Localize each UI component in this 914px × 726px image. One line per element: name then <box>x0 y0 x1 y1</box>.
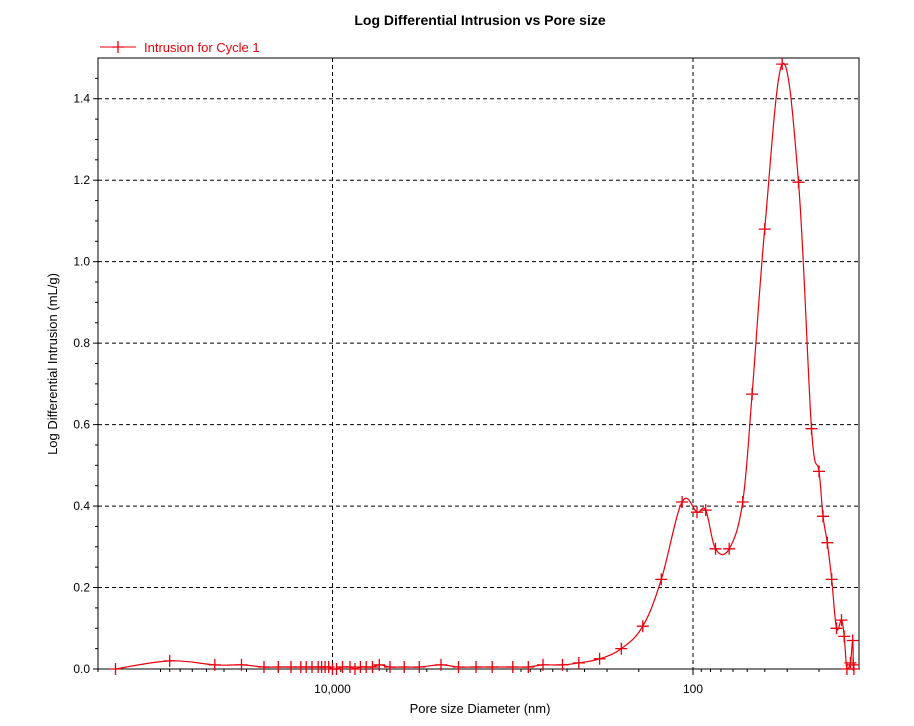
data-point-marker <box>486 661 499 673</box>
data-point-marker <box>838 630 851 643</box>
data-point-marker <box>398 661 411 673</box>
plot-frame <box>97 57 860 670</box>
data-point-marker <box>470 661 482 673</box>
data-point-marker <box>373 658 386 671</box>
data-point-marker <box>615 642 628 655</box>
data-point-marker <box>846 634 859 647</box>
data-point-marker <box>676 496 689 508</box>
series-line <box>115 62 855 670</box>
data-point-marker <box>572 656 585 669</box>
y-tick-label: 1.0 <box>73 255 90 269</box>
data-point-marker <box>330 663 343 675</box>
data-point-marker <box>272 661 285 673</box>
y-tick-label: 0.6 <box>73 418 90 432</box>
data-point-marker <box>655 573 668 586</box>
data-point-marker <box>109 663 122 675</box>
data-point-marker <box>163 654 176 667</box>
data-point-marker <box>235 658 248 671</box>
data-point-marker <box>699 504 712 517</box>
data-point-marker <box>825 573 838 586</box>
data-point-marker <box>384 661 396 673</box>
y-tick-label: 0.2 <box>73 581 90 595</box>
y-tick-label: 1.4 <box>73 92 90 106</box>
data-point-marker <box>830 622 843 635</box>
data-point-marker <box>821 536 834 549</box>
data-point-marker <box>556 658 569 671</box>
x-tick-label: 100 <box>683 682 703 696</box>
series-intrusion-cycle-1 <box>109 58 860 675</box>
y-axis-label: Log Differential Intrusion (mL/g) <box>45 273 60 455</box>
data-point-marker <box>413 661 426 673</box>
legend: Intrusion for Cycle 1 <box>100 40 260 55</box>
data-point-marker <box>452 661 465 673</box>
data-point-marker <box>792 176 805 189</box>
y-tick-label: 0.4 <box>73 499 90 513</box>
data-point-marker <box>593 652 606 665</box>
y-tick-label: 0.8 <box>73 336 90 350</box>
legend-plus-marker <box>112 41 124 53</box>
data-point-marker <box>344 661 356 673</box>
data-point-marker <box>691 506 703 519</box>
data-point-marker <box>844 656 857 669</box>
data-point-marker <box>349 663 361 675</box>
data-point-marker <box>776 58 789 71</box>
data-point-marker <box>258 661 270 673</box>
axis-ticks: 0.0 0.2 0.4 0.6 0.8 1.0 1.2 1.4 10,000 100 <box>73 77 820 696</box>
x-tick-label: 10,000 <box>314 682 351 696</box>
y-tick-label: 0.0 <box>73 662 90 676</box>
data-point-marker <box>746 388 759 401</box>
data-point-marker <box>709 542 722 555</box>
data-point-marker <box>758 223 771 236</box>
data-point-marker <box>522 661 535 673</box>
data-point-marker <box>506 661 519 673</box>
data-point-marker <box>435 658 447 671</box>
y-tick-label: 1.2 <box>73 173 90 187</box>
chart-title: Log Differential Intrusion vs Pore size <box>354 12 605 28</box>
data-point-marker <box>817 510 829 523</box>
data-point-marker <box>208 658 221 671</box>
data-point-marker <box>805 422 818 435</box>
data-point-marker <box>835 614 848 627</box>
grid <box>98 58 859 669</box>
data-point-marker <box>723 542 736 555</box>
x-axis-label: Pore size Diameter (nm) <box>410 701 551 716</box>
data-point-marker <box>366 661 379 673</box>
legend-label: Intrusion for Cycle 1 <box>144 40 260 55</box>
data-point-marker <box>736 496 749 508</box>
data-point-marker <box>847 663 860 675</box>
data-point-marker <box>636 620 649 633</box>
data-point-marker <box>537 658 549 671</box>
data-point-marker <box>813 465 825 478</box>
